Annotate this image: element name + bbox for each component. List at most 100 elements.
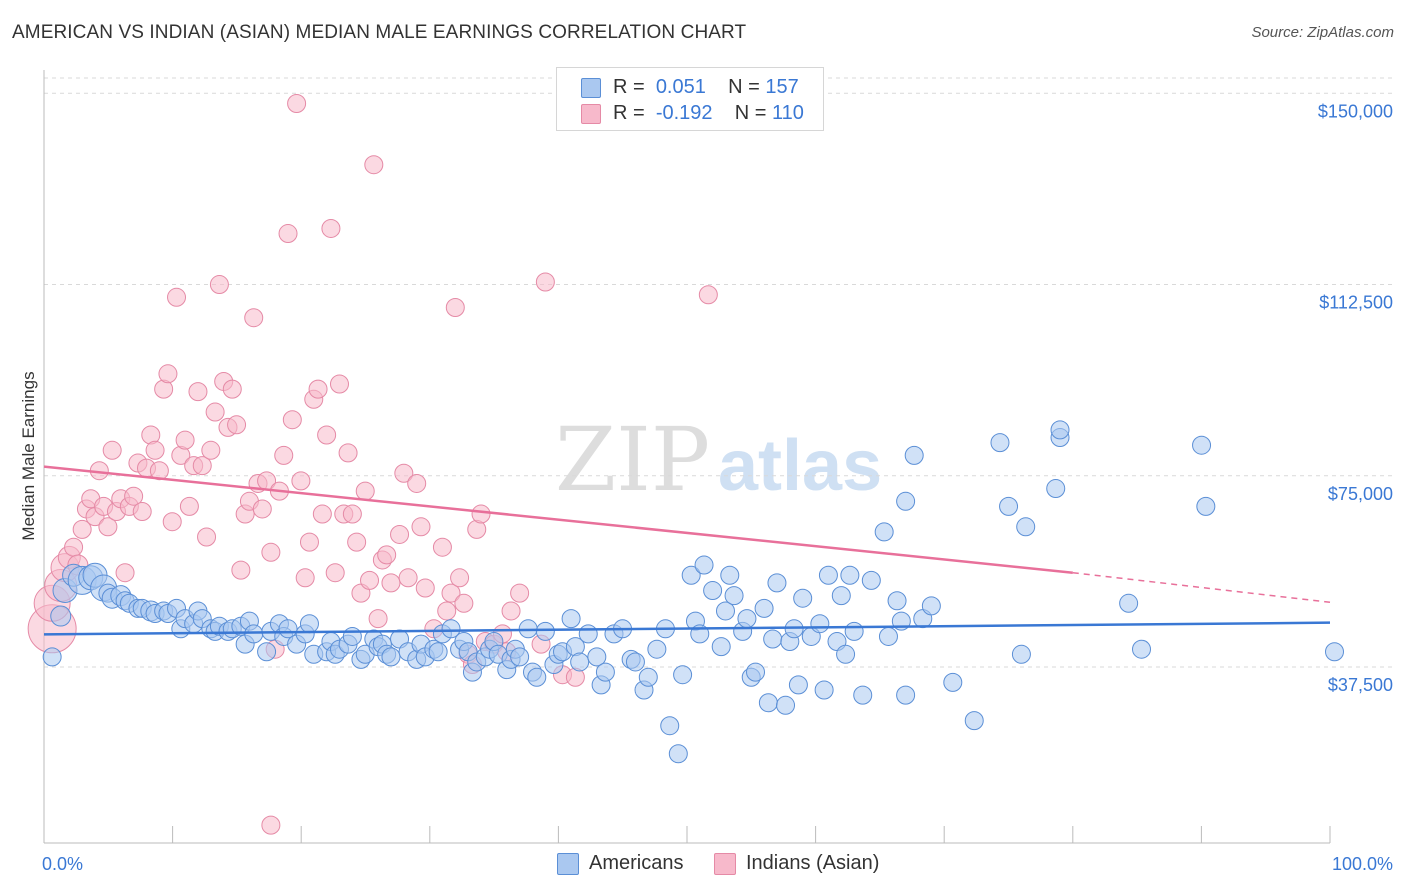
americans-point bbox=[673, 665, 693, 685]
indians-trend-extension bbox=[1072, 571, 1331, 604]
indians-point bbox=[188, 382, 208, 402]
americans-point bbox=[878, 626, 898, 646]
indians-point bbox=[394, 463, 414, 483]
indians-point bbox=[415, 578, 435, 598]
indians-point bbox=[201, 440, 221, 460]
indians-point bbox=[98, 517, 118, 537]
americans-point bbox=[758, 693, 778, 713]
americans-point bbox=[844, 621, 864, 641]
americans-point bbox=[257, 642, 277, 662]
americans-point bbox=[428, 642, 448, 662]
americans-point bbox=[1196, 496, 1216, 516]
trend-lines bbox=[43, 465, 1331, 636]
indians-point bbox=[321, 218, 341, 238]
indians-point bbox=[535, 272, 555, 292]
indians-point bbox=[454, 593, 474, 613]
indians-point bbox=[278, 224, 298, 244]
stats-legend: R = 0.051 N = 157 R = -0.192 N = 110 bbox=[556, 67, 824, 131]
stats-r-value: 0.051 bbox=[655, 76, 706, 98]
series-americans-points bbox=[42, 420, 1345, 764]
indians-point bbox=[308, 379, 328, 399]
americans-point bbox=[625, 652, 645, 672]
americans-point bbox=[776, 695, 796, 715]
americans-point bbox=[763, 629, 783, 649]
indians-point bbox=[295, 568, 315, 588]
stats-r-label: R = bbox=[613, 76, 645, 98]
x-tick-label-max: 100.0% bbox=[1332, 854, 1393, 874]
americans-point bbox=[720, 565, 740, 585]
americans-point bbox=[1325, 642, 1345, 662]
grid-lines bbox=[44, 77, 1395, 668]
americans-point bbox=[818, 565, 838, 585]
indians-point bbox=[227, 415, 247, 435]
indians-point bbox=[450, 568, 470, 588]
indians-point bbox=[698, 285, 718, 305]
americans-point bbox=[561, 609, 581, 629]
indians-point bbox=[167, 287, 187, 307]
americans-point bbox=[381, 647, 401, 667]
americans-point bbox=[1119, 593, 1139, 613]
indians-point bbox=[407, 473, 427, 493]
americans-point bbox=[814, 680, 834, 700]
americans-point bbox=[793, 588, 813, 608]
americans-point bbox=[840, 565, 860, 585]
indians-point bbox=[342, 504, 362, 524]
indians-point bbox=[432, 537, 452, 557]
americans-point bbox=[587, 647, 607, 667]
y-tick-label: $37,500 bbox=[1328, 675, 1393, 695]
indians-point bbox=[437, 601, 457, 621]
indians-point bbox=[252, 499, 272, 519]
americans-point bbox=[874, 522, 894, 542]
americans-point bbox=[50, 605, 72, 627]
americans-point bbox=[1192, 435, 1212, 455]
americans-point bbox=[853, 685, 873, 705]
y-axis-label: Median Male Earnings bbox=[19, 371, 38, 540]
indians-point bbox=[115, 563, 135, 583]
legend-label-indians: Indians (Asian) bbox=[746, 852, 880, 874]
americans-point bbox=[964, 711, 984, 731]
americans-point bbox=[527, 667, 547, 687]
americans-point bbox=[1046, 479, 1066, 499]
indians-point bbox=[398, 568, 418, 588]
y-tick-label: $112,500 bbox=[1319, 293, 1393, 313]
indians-point bbox=[390, 524, 410, 544]
americans-point bbox=[681, 565, 701, 585]
americans-point bbox=[1132, 639, 1152, 659]
americans-point bbox=[535, 621, 555, 641]
indians-point bbox=[360, 570, 380, 590]
indians-point bbox=[381, 573, 401, 593]
indians-point bbox=[510, 583, 530, 603]
americans-point bbox=[861, 570, 881, 590]
americans-point bbox=[887, 591, 907, 611]
americans-point bbox=[943, 672, 963, 692]
indians-point bbox=[282, 410, 302, 430]
indians-point bbox=[411, 517, 431, 537]
indians-point bbox=[299, 532, 319, 552]
americans-point bbox=[647, 639, 667, 659]
indians-point bbox=[347, 532, 367, 552]
stats-r-value: -0.192 bbox=[655, 102, 713, 124]
americans-point bbox=[767, 573, 787, 593]
americans-point bbox=[703, 581, 723, 601]
y-tick-labels: $37,500 $75,000 $112,500 $150,000 bbox=[1318, 101, 1393, 695]
indians-point bbox=[312, 504, 332, 524]
indians-point bbox=[132, 502, 152, 521]
indians-point bbox=[261, 815, 281, 835]
americans-point bbox=[810, 614, 830, 634]
americans-point bbox=[711, 637, 731, 657]
indians-point bbox=[231, 560, 251, 580]
stats-n-label: N = bbox=[728, 76, 760, 98]
indians-swatch bbox=[581, 104, 601, 124]
americans-point bbox=[990, 433, 1010, 453]
indians-point bbox=[501, 601, 521, 621]
americans-legend-swatch bbox=[557, 853, 579, 875]
indians-point bbox=[445, 298, 465, 317]
indians-legend-swatch bbox=[714, 853, 736, 875]
americans-point bbox=[896, 685, 916, 705]
americans-point bbox=[299, 614, 319, 634]
americans-point bbox=[921, 596, 941, 616]
americans-point bbox=[694, 555, 714, 575]
stats-n-value: 110 bbox=[772, 102, 804, 124]
indians-point bbox=[192, 456, 212, 476]
